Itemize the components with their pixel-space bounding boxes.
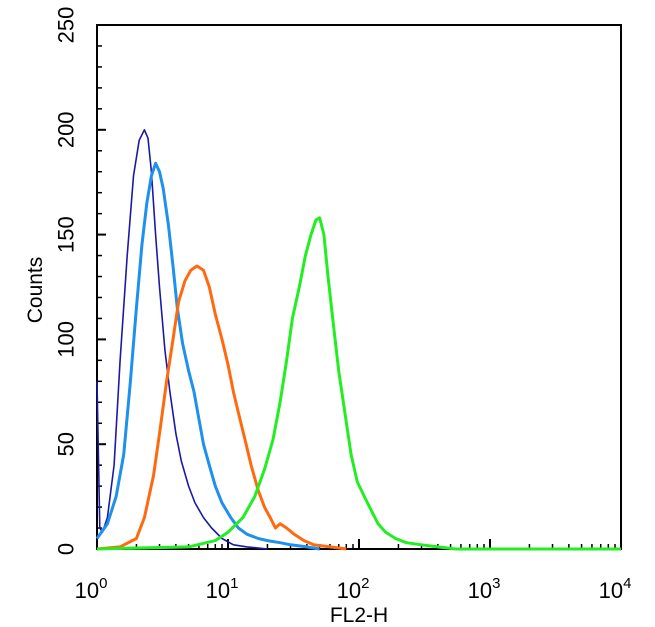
y-tick-label: 50 [54, 432, 79, 456]
series-line-1 [96, 129, 268, 550]
series-line-2 [95, 161, 320, 551]
series-group [95, 129, 621, 551]
y-tick-label: 150 [54, 216, 79, 253]
x-axis-ticks: 100 101 102 103 104 [75, 539, 632, 603]
x-tick-label: 101 [206, 575, 239, 603]
y-tick-label: 250 [54, 7, 79, 44]
x-axis-title: FL2-H [330, 604, 388, 627]
series-line-4 [96, 216, 621, 551]
series-line-3 [96, 264, 347, 551]
x-tick-label: 104 [599, 575, 632, 603]
x-tick-label: 100 [75, 575, 108, 603]
y-axis-title: Counts [24, 257, 47, 324]
y-tick-label: 200 [54, 111, 79, 148]
x-tick-label: 103 [468, 575, 501, 603]
y-axis-ticks: 0 50 100 150 200 250 [54, 7, 106, 555]
y-tick-label: 0 [54, 543, 79, 555]
y-tick-label: 100 [54, 321, 79, 358]
x-tick-label: 102 [337, 575, 370, 603]
